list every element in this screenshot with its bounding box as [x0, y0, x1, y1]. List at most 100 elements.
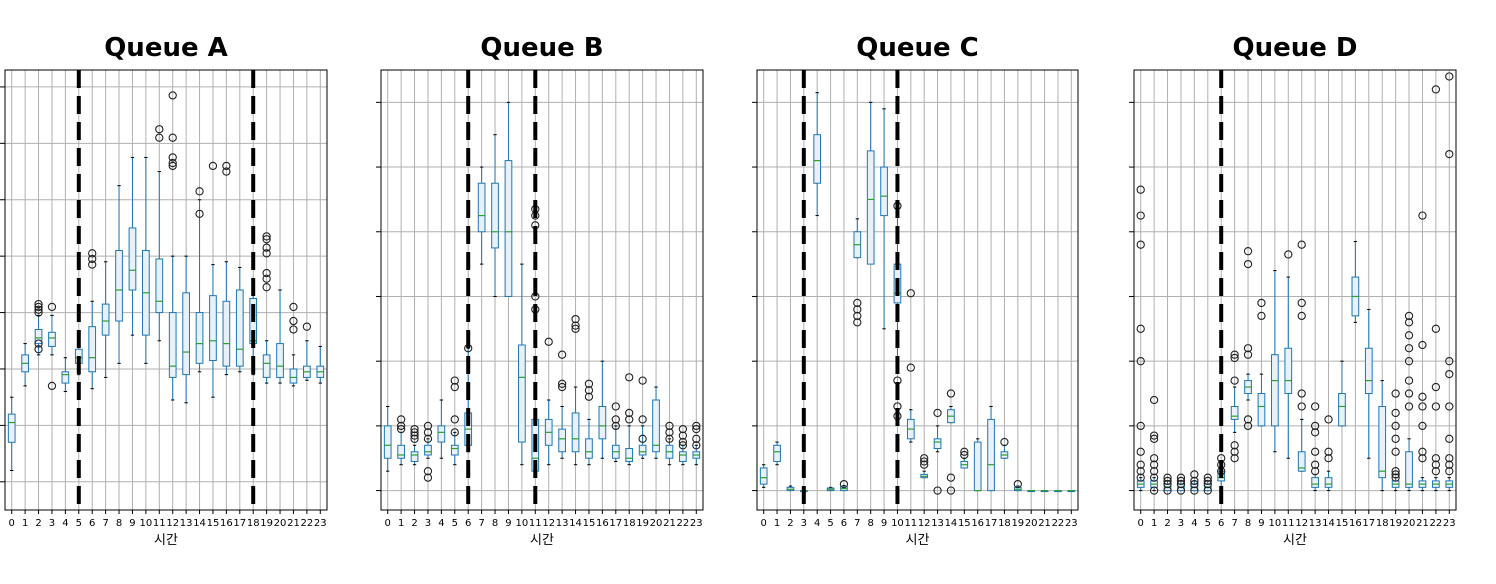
- box-iqr: [128, 227, 137, 291]
- outlier-point: [423, 428, 433, 437]
- outlier-point: [155, 125, 164, 134]
- x-tick-label: 9: [1258, 518, 1264, 529]
- outlier-point: [1404, 357, 1414, 366]
- box-iqr: [1297, 451, 1306, 472]
- outlier-point: [262, 235, 271, 244]
- outlier-point: [638, 434, 647, 443]
- outlier-point: [262, 243, 271, 252]
- x-tick-label: 15: [1336, 518, 1349, 529]
- outlier-point: [168, 153, 177, 162]
- outlier-point: [1163, 473, 1172, 482]
- outlier-point: [302, 322, 312, 331]
- outlier-point: [678, 437, 688, 447]
- outlier-point: [920, 460, 929, 469]
- box-hour-4: [813, 92, 822, 217]
- box-iqr: [1311, 477, 1319, 488]
- box-iqr: [1271, 354, 1279, 427]
- outlier-point: [692, 441, 701, 450]
- x-tick-label: 5: [76, 518, 82, 529]
- box-hour-16: [973, 438, 982, 492]
- outlier-point: [1136, 324, 1145, 333]
- box-hour-17: [611, 402, 620, 462]
- outlier-point: [410, 431, 419, 440]
- outlier-point: [1404, 318, 1414, 327]
- box-hour-0: [759, 464, 768, 488]
- outlier-point: [1149, 467, 1159, 476]
- outlier-point: [933, 408, 942, 418]
- outlier-point: [1391, 421, 1400, 431]
- x-tick-label: 21: [663, 518, 676, 529]
- x-tick-label: 8: [116, 518, 122, 529]
- outlier-point: [1243, 415, 1253, 424]
- outlier-point: [1163, 476, 1172, 486]
- box-hour-9: [880, 108, 888, 330]
- chart-panel-4: Queue D0 1 2 3 4 5 6 7 8 9 10 11 12 13 14 15 16 17 18 19 20 2…: [1129, 33, 1457, 548]
- outlier-point: [34, 302, 43, 312]
- box-iqr: [383, 425, 392, 459]
- box-hour-5: [1203, 473, 1212, 495]
- outlier-point: [1404, 311, 1414, 321]
- box-hour-1: [396, 415, 406, 466]
- box-iqr: [638, 444, 647, 456]
- x-tick-label: 2: [1164, 518, 1170, 529]
- x-tick-label: 2: [787, 518, 793, 529]
- x-tick-label: 17: [1362, 518, 1375, 529]
- x-tick-label: 12: [166, 518, 179, 529]
- x-tick-label: 13: [180, 518, 193, 529]
- box-iqr: [262, 354, 271, 378]
- box-iqr: [558, 428, 566, 453]
- x-tick-label: 8: [868, 518, 874, 529]
- outlier-point: [1136, 460, 1145, 469]
- outlier-point: [47, 302, 57, 312]
- box-iqr: [289, 368, 298, 384]
- box-iqr: [410, 451, 419, 462]
- outlier-point: [946, 473, 956, 482]
- chart-title: Queue B: [480, 33, 603, 63]
- box-hour-19: [262, 232, 271, 384]
- box-hour-22: [1054, 489, 1062, 493]
- outlier-point: [678, 431, 688, 440]
- outlier-point: [450, 428, 459, 437]
- x-tick-label: 9: [129, 518, 135, 529]
- box-iqr: [571, 412, 580, 453]
- x-tick-label: 6: [89, 518, 95, 529]
- x-tick-label: 4: [62, 518, 68, 529]
- outlier-point: [1163, 486, 1172, 495]
- outlier-point: [625, 373, 634, 382]
- outlier-point: [1013, 479, 1022, 489]
- outlier-point: [396, 424, 406, 434]
- outlier-point: [1404, 402, 1414, 411]
- box-hour-10: [1271, 270, 1279, 453]
- box-hour-10: [142, 156, 150, 364]
- x-tick-label: 1: [1151, 518, 1157, 529]
- outlier-point: [1404, 344, 1414, 353]
- box-iqr: [1324, 477, 1333, 488]
- outlier-point: [638, 376, 647, 385]
- outlier-point: [1149, 431, 1159, 440]
- box-hour-5: [450, 376, 459, 466]
- outlier-point: [1136, 211, 1145, 220]
- outlier-point: [906, 363, 915, 372]
- outlier-point: [423, 473, 433, 482]
- box-hour-17: [1364, 308, 1373, 459]
- x-tick-label: 4: [1191, 518, 1197, 529]
- outlier-point: [423, 467, 433, 476]
- x-tick-label: 9: [505, 518, 511, 529]
- box-hour-1: [773, 441, 781, 466]
- box-hour-0: [7, 396, 16, 472]
- box-hour-16: [598, 360, 607, 459]
- outlier-point: [1230, 353, 1239, 363]
- outlier-point: [1445, 149, 1454, 159]
- x-tick-label: 9: [881, 518, 887, 529]
- outlier-point: [1136, 357, 1145, 366]
- x-tick-label: 12: [918, 518, 931, 529]
- x-tick-label: 1: [774, 518, 780, 529]
- outlier-point: [262, 283, 271, 292]
- box-iqr: [585, 438, 593, 459]
- outlier-point: [1136, 447, 1145, 456]
- outlier-point: [450, 415, 459, 424]
- outlier-point: [88, 260, 97, 269]
- x-tick-label: 16: [1349, 518, 1362, 529]
- outlier-point: [34, 299, 43, 309]
- x-tick-label: 5: [827, 518, 833, 529]
